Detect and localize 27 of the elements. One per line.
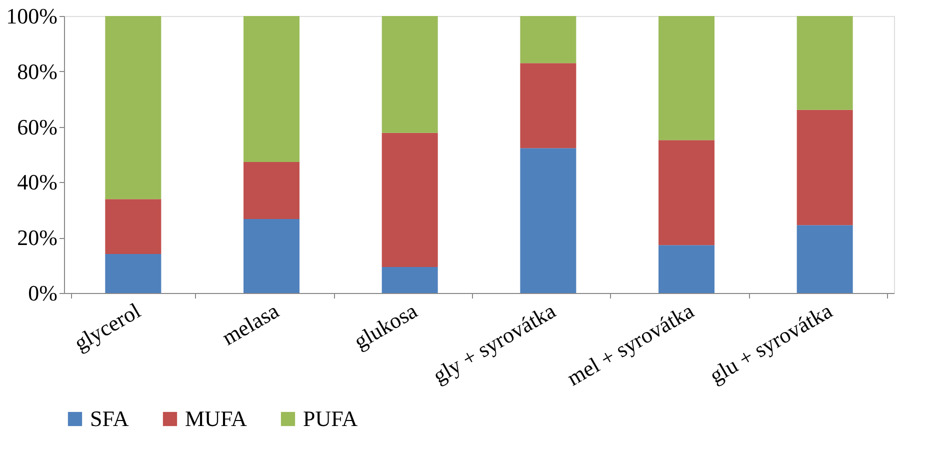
bar [244,16,300,162]
bar [520,16,576,64]
bar [658,140,714,246]
legend-label: SFA [90,406,129,431]
y-tick-label: 20% [17,225,58,250]
y-tick-label: 0% [28,280,58,306]
bar [796,110,853,226]
bar [382,16,438,133]
bar [658,245,714,293]
legend-label: MUFA [185,406,248,431]
bar [796,225,853,293]
bar [520,63,576,148]
bar [658,16,714,140]
bar [382,266,438,293]
bar [105,254,162,293]
bar [105,16,162,200]
y-tick-label: 100% [6,4,58,28]
bar [244,162,300,220]
y-tick-label: 60% [17,114,58,140]
bar [796,16,853,110]
bar [244,219,300,293]
bar [105,199,162,254]
y-tick-label: 80% [17,58,58,84]
bar [382,132,438,267]
legend-label: PUFA [303,406,358,431]
y-tick-label: 40% [17,170,58,195]
bar [520,148,576,293]
